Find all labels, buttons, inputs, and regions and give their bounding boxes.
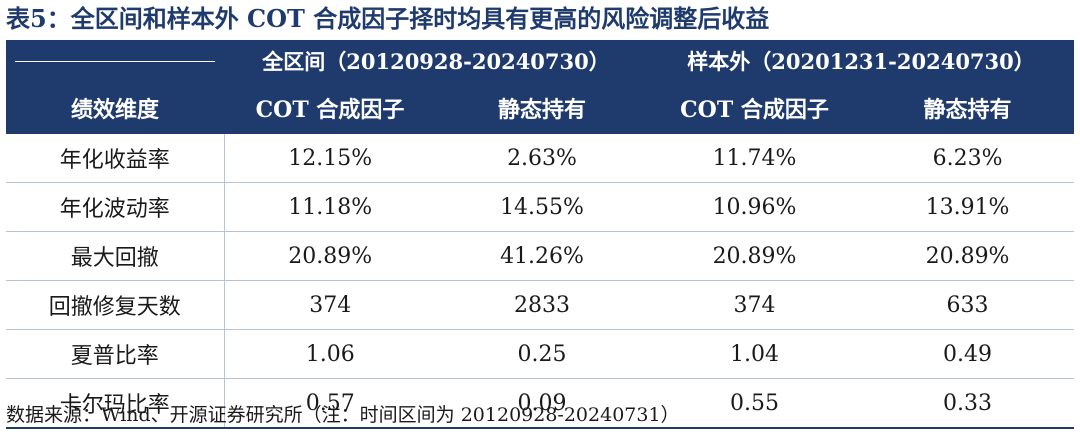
table-row: 年化波动率 11.18% 14.55% 10.96% 13.91% — [6, 182, 1075, 232]
table-cell: 0.25 — [436, 329, 649, 379]
table-row: 最大回撤 20.89% 41.26% 20.89% 20.89% — [6, 231, 1075, 281]
table-cell: 0.33 — [861, 378, 1075, 429]
row-label: 夏普比率 — [6, 329, 225, 379]
table-cell: 1.04 — [648, 329, 862, 379]
table-cell: 10.96% — [648, 182, 862, 232]
table-row: 夏普比率 1.06 0.25 1.04 0.49 — [6, 329, 1075, 379]
table-cell: 0.09 — [436, 378, 649, 429]
table-cell: 2.63% — [436, 134, 649, 183]
table-row: 回撤修复天数 374 2833 374 633 — [6, 280, 1075, 330]
source-note: 数据来源：Wind、开源证券研究所（注：时间区间为 20120928-20240… — [6, 404, 680, 426]
table-cell: 41.26% — [436, 231, 649, 281]
table-cell: 20.89% — [861, 231, 1075, 281]
table-cell: 374 — [224, 280, 436, 330]
column-header-metric: 绩效维度 — [6, 82, 224, 134]
row-label: 回撤修复天数 — [6, 280, 225, 330]
column-header-cot-oos: COT 合成因子 — [648, 82, 862, 134]
table-cell: 14.55% — [436, 182, 649, 232]
row-label: 最大回撤 — [6, 231, 225, 281]
table-title: 表5：全区间和样本外 COT 合成因子择时均具有更高的风险调整后收益 — [6, 4, 770, 33]
column-header-row: 绩效维度 COT 合成因子 静态持有 COT 合成因子 静态持有 — [6, 82, 1075, 134]
group-header-out-of-sample: 样本外（20201231-20240730） — [648, 40, 1075, 82]
row-label: 卡尔玛比率 — [6, 378, 225, 429]
table-cell: 633 — [861, 280, 1075, 330]
row-label: 年化波动率 — [6, 182, 225, 232]
table-cell: 374 — [648, 280, 862, 330]
table-cell: 11.18% — [224, 182, 436, 232]
table-cell: 0.49 — [861, 329, 1075, 379]
table-cell: 20.89% — [224, 231, 436, 281]
table-cell: 1.06 — [224, 329, 436, 379]
table-cell: 0.57 — [224, 378, 436, 429]
table-cell: 20.89% — [648, 231, 862, 281]
performance-table: 全区间（20120928-20240730） 样本外（20201231-2024… — [6, 40, 1075, 429]
table-cell: 0.55 — [648, 378, 862, 429]
row-label: 年化收益率 — [6, 134, 225, 183]
group-header-blank — [6, 40, 224, 82]
column-header-cot-full: COT 合成因子 — [224, 82, 436, 134]
group-header-divider — [15, 60, 215, 62]
table-cell: 2833 — [436, 280, 649, 330]
column-header-static-full: 静态持有 — [436, 82, 649, 134]
table-cell: 12.15% — [224, 134, 436, 183]
group-header-row: 全区间（20120928-20240730） 样本外（20201231-2024… — [6, 40, 1075, 82]
table-cell: 13.91% — [861, 182, 1075, 232]
table-cell: 11.74% — [648, 134, 862, 183]
group-header-full-period: 全区间（20120928-20240730） — [224, 40, 649, 82]
table-row: 卡尔玛比率 0.57 0.09 0.55 0.33 — [6, 378, 1075, 429]
column-header-static-oos: 静态持有 — [861, 82, 1075, 134]
table-cell: 6.23% — [861, 134, 1075, 183]
table-row: 年化收益率 12.15% 2.63% 11.74% 6.23% — [6, 134, 1075, 183]
